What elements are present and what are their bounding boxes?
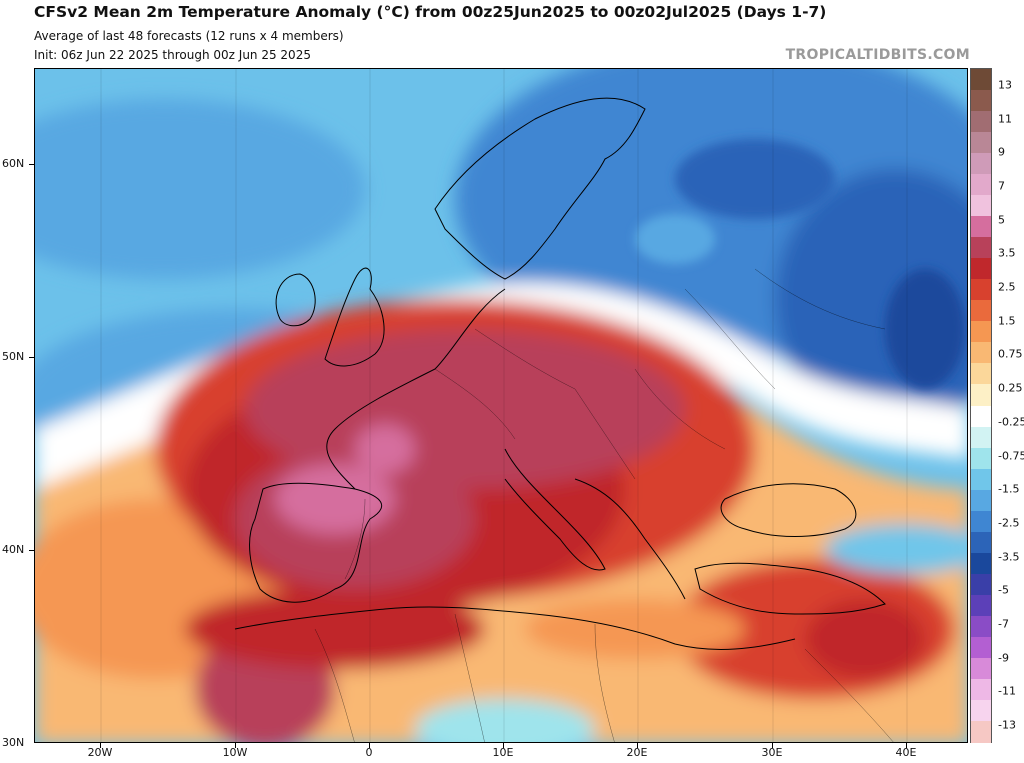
- colorbar-segment: [971, 594, 991, 617]
- colorbar-segment: [971, 426, 991, 449]
- colorbar-segment: [971, 531, 991, 554]
- colorbar-label: 0.25: [998, 381, 1023, 395]
- lon-tick-20w: [100, 743, 101, 748]
- lat-tick-50n: [29, 357, 34, 358]
- colorbar-segment: [971, 636, 991, 659]
- chart-subtitle-init: Init: 06z Jun 22 2025 through 00z Jun 25…: [34, 48, 311, 62]
- colorbar-segment: [971, 69, 991, 91]
- colorbar-label: 5: [998, 213, 1005, 227]
- colorbar-segment: [971, 195, 991, 218]
- colorbar-segment: [971, 279, 991, 302]
- colorbar-label: -7: [998, 617, 1009, 631]
- colorbar-segment: [971, 174, 991, 197]
- lon-label-0: 0: [365, 746, 373, 759]
- brand-watermark: TROPICALTIDBITS.COM: [785, 47, 970, 63]
- colorbar-segment: [971, 300, 991, 323]
- lon-tick-0: [369, 743, 370, 748]
- colorbar-segment: [971, 216, 991, 239]
- lat-label-40n: 40N: [2, 543, 25, 556]
- colorbar-label: -5: [998, 583, 1009, 597]
- colorbar-segment: [971, 615, 991, 638]
- lat-tick-60n: [29, 164, 34, 165]
- lon-label-10w: 10W: [222, 746, 248, 759]
- colorbar-label: 7: [998, 179, 1005, 193]
- colorbar-segment: [971, 342, 991, 365]
- colorbar-label: 1.5: [998, 314, 1016, 328]
- lon-tick-20e: [637, 743, 638, 748]
- colorbar-label: -0.75: [998, 449, 1024, 463]
- colorbar: [970, 68, 992, 743]
- colorbar-segment: [971, 489, 991, 512]
- colorbar-segment: [971, 321, 991, 344]
- lon-label-20e: 20E: [626, 746, 648, 759]
- anomaly-field: [35, 69, 967, 742]
- colorbar-segment: [971, 384, 991, 407]
- colorbar-label: 9: [998, 145, 1005, 159]
- colorbar-segment: [971, 657, 991, 680]
- lat-label-60n: 60N: [2, 157, 25, 170]
- colorbar-label: 11: [998, 112, 1012, 126]
- lon-tick-10e: [503, 743, 504, 748]
- colorbar-segment: [971, 510, 991, 533]
- colorbar-label: -2.5: [998, 516, 1020, 530]
- lon-label-10e: 10E: [492, 746, 514, 759]
- lon-label-20w: 20W: [87, 746, 113, 759]
- colorbar-label: -13: [998, 718, 1016, 732]
- colorbar-segment: [971, 90, 991, 113]
- colorbar-segment: [971, 258, 991, 281]
- graticule: [100, 69, 908, 742]
- colorbar-segment: [971, 153, 991, 176]
- colorbar-segment: [971, 720, 991, 743]
- lon-tick-10w: [235, 743, 236, 748]
- colorbar-label: 3.5: [998, 246, 1016, 260]
- lat-label-50n: 50N: [2, 350, 25, 363]
- chart-subtitle-forecasts: Average of last 48 forecasts (12 runs x …: [34, 29, 344, 43]
- colorbar-segment: [971, 552, 991, 575]
- lon-label-30e: 30E: [761, 746, 783, 759]
- lat-tick-40n: [29, 550, 34, 551]
- colorbar-segment: [971, 699, 991, 722]
- colorbar-segment: [971, 573, 991, 596]
- temperature-anomaly-map: [34, 68, 968, 743]
- lon-label-40e: 40E: [895, 746, 917, 759]
- colorbar-label: 0.75: [998, 347, 1023, 361]
- chart-title: CFSv2 Mean 2m Temperature Anomaly (°C) f…: [34, 3, 827, 21]
- colorbar-segment: [971, 132, 991, 155]
- colorbar-label: 2.5: [998, 280, 1016, 294]
- colorbar-label: -9: [998, 651, 1009, 665]
- coastlines: [234, 97, 886, 650]
- colorbar-label: -1.5: [998, 482, 1020, 496]
- colorbar-label: -11: [998, 684, 1016, 698]
- colorbar-segment: [971, 111, 991, 134]
- lon-tick-30e: [772, 743, 773, 748]
- colorbar-label: -0.25: [998, 415, 1024, 429]
- colorbar-label: -3.5: [998, 550, 1020, 564]
- colorbar-label: 13: [998, 78, 1012, 92]
- colorbar-segment: [971, 363, 991, 386]
- colorbar-segment: [971, 447, 991, 470]
- colorbar-segment: [971, 678, 991, 701]
- lat-label-30n: 30N: [2, 736, 25, 749]
- country-borders: [314, 268, 894, 742]
- colorbar-segment: [971, 468, 991, 491]
- lon-tick-40e: [906, 743, 907, 748]
- colorbar-segment: [971, 237, 991, 260]
- colorbar-segment: [971, 405, 991, 428]
